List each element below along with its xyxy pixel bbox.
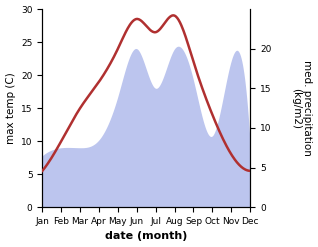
X-axis label: date (month): date (month) — [105, 231, 187, 242]
Y-axis label: max temp (C): max temp (C) — [5, 72, 16, 144]
Y-axis label: med. precipitation
(kg/m2): med. precipitation (kg/m2) — [291, 60, 313, 156]
